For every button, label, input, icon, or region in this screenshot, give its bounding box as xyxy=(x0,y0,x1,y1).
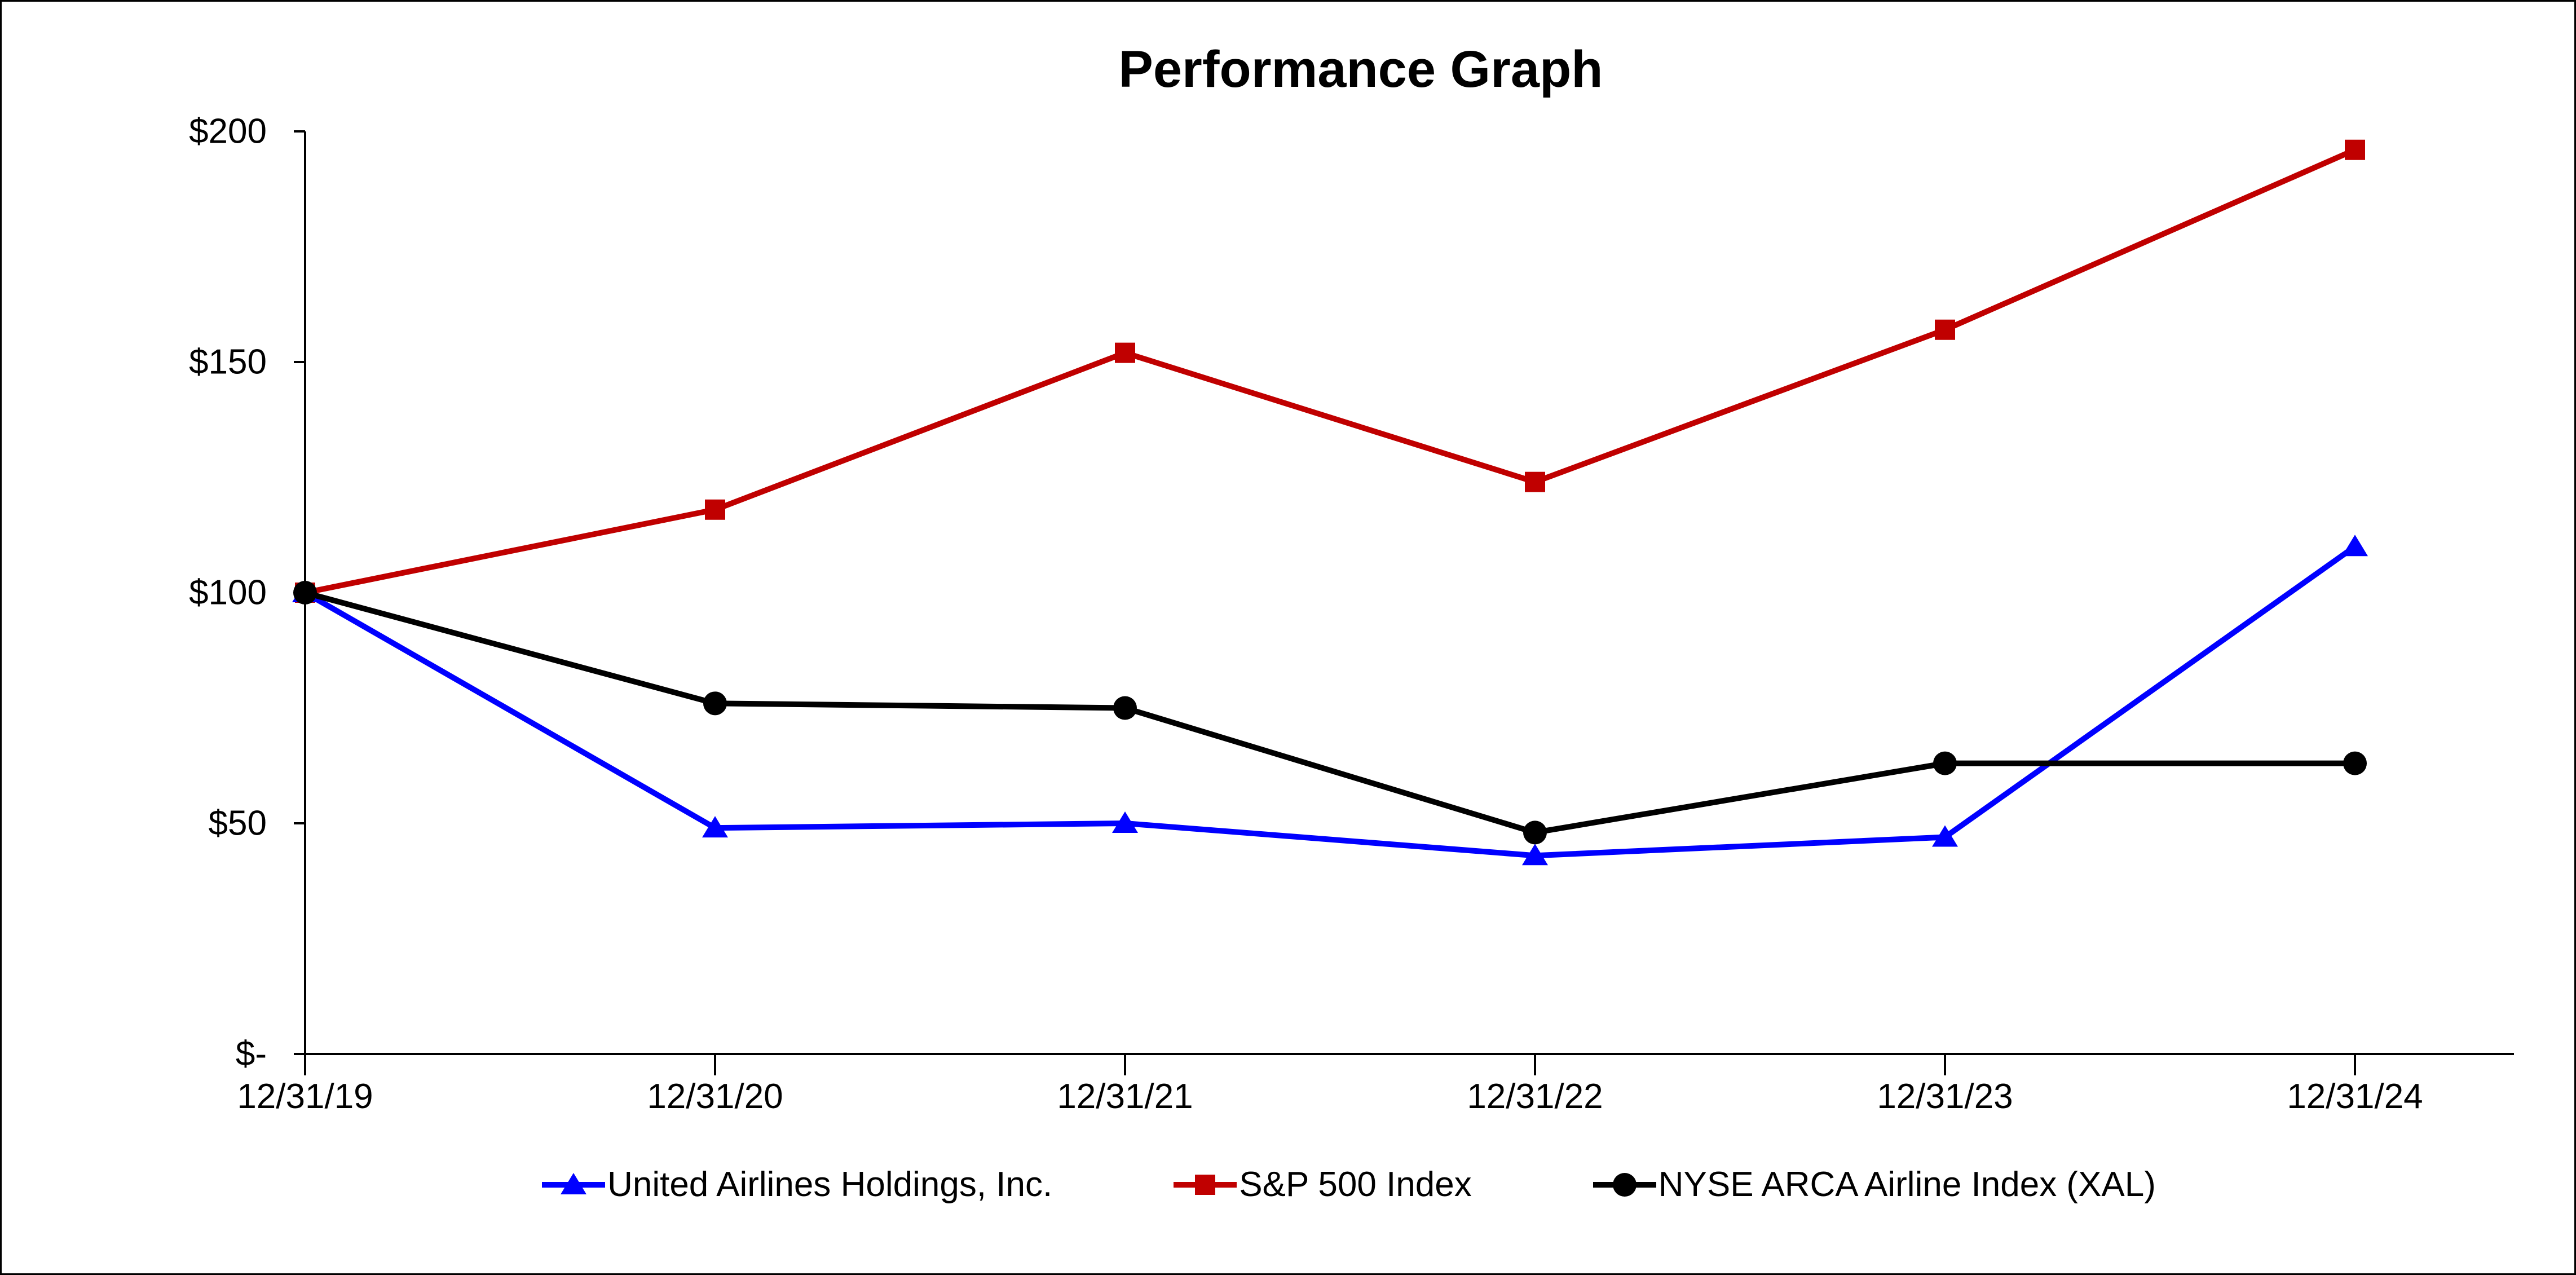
series-marker-0-4 xyxy=(1932,825,1958,847)
x-axis-tick-label: 12/31/20 xyxy=(647,1077,783,1116)
series-marker-2-2 xyxy=(1113,696,1137,720)
legend-marker xyxy=(561,1172,587,1194)
legend-marker xyxy=(1195,1174,1216,1195)
series-marker-1-2 xyxy=(1115,342,1135,363)
x-axis-tick-label: 12/31/21 xyxy=(1057,1077,1193,1116)
series-marker-1-3 xyxy=(1525,471,1545,492)
series-marker-2-4 xyxy=(1933,751,1957,775)
circle-marker-legend-icon xyxy=(1593,1172,1656,1197)
series-marker-0-2 xyxy=(1112,811,1138,833)
legend-marker xyxy=(1612,1172,1637,1197)
series-marker-0-3 xyxy=(1522,844,1548,866)
square-marker-legend-icon xyxy=(1174,1174,1237,1195)
legend-item-united-airlines: United Airlines Holdings, Inc. xyxy=(542,1164,1052,1205)
series-line-2 xyxy=(302,590,2358,836)
y-axis-tick-label: $- xyxy=(236,1035,267,1074)
series-marker-1-4 xyxy=(1935,319,1955,340)
x-axis-tick-label: 12/31/23 xyxy=(1877,1077,2013,1116)
legend-item-xal: NYSE ARCA Airline Index (XAL) xyxy=(1593,1164,2156,1205)
legend-item-sp500: S&P 500 Index xyxy=(1174,1164,1472,1205)
series-marker-2-5 xyxy=(2343,751,2367,775)
x-axis-tick-label: 12/31/22 xyxy=(1467,1077,1603,1116)
legend-label: S&P 500 Index xyxy=(1239,1165,1472,1204)
x-axis-tick-label: 12/31/24 xyxy=(2287,1077,2423,1116)
legend-label: NYSE ARCA Airline Index (XAL) xyxy=(1658,1165,2156,1204)
x-axis-tick-label: 12/31/19 xyxy=(237,1077,373,1116)
chart-legend: United Airlines Holdings, Inc. S&P 500 I… xyxy=(63,1164,2574,1205)
chart-title: Performance Graph xyxy=(1118,41,1603,98)
series-marker-0-1 xyxy=(702,816,728,838)
y-axis-tick-label: $200 xyxy=(189,112,267,151)
series-marker-2-3 xyxy=(1523,820,1547,845)
series-line-0 xyxy=(302,544,2358,859)
legend-label: United Airlines Holdings, Inc. xyxy=(607,1165,1053,1204)
series-line-1 xyxy=(302,147,2358,595)
y-axis-tick-label: $150 xyxy=(189,343,267,382)
series-marker-1-5 xyxy=(2345,139,2365,160)
y-axis-tick-label: $50 xyxy=(209,804,267,843)
series-marker-0-5 xyxy=(2342,535,2368,557)
series-marker-2-1 xyxy=(703,691,727,716)
y-axis-tick-label: $100 xyxy=(189,573,267,612)
triangle-marker-legend-icon xyxy=(542,1172,606,1194)
series-marker-2-0 xyxy=(293,581,317,605)
series-marker-1-1 xyxy=(705,499,725,520)
